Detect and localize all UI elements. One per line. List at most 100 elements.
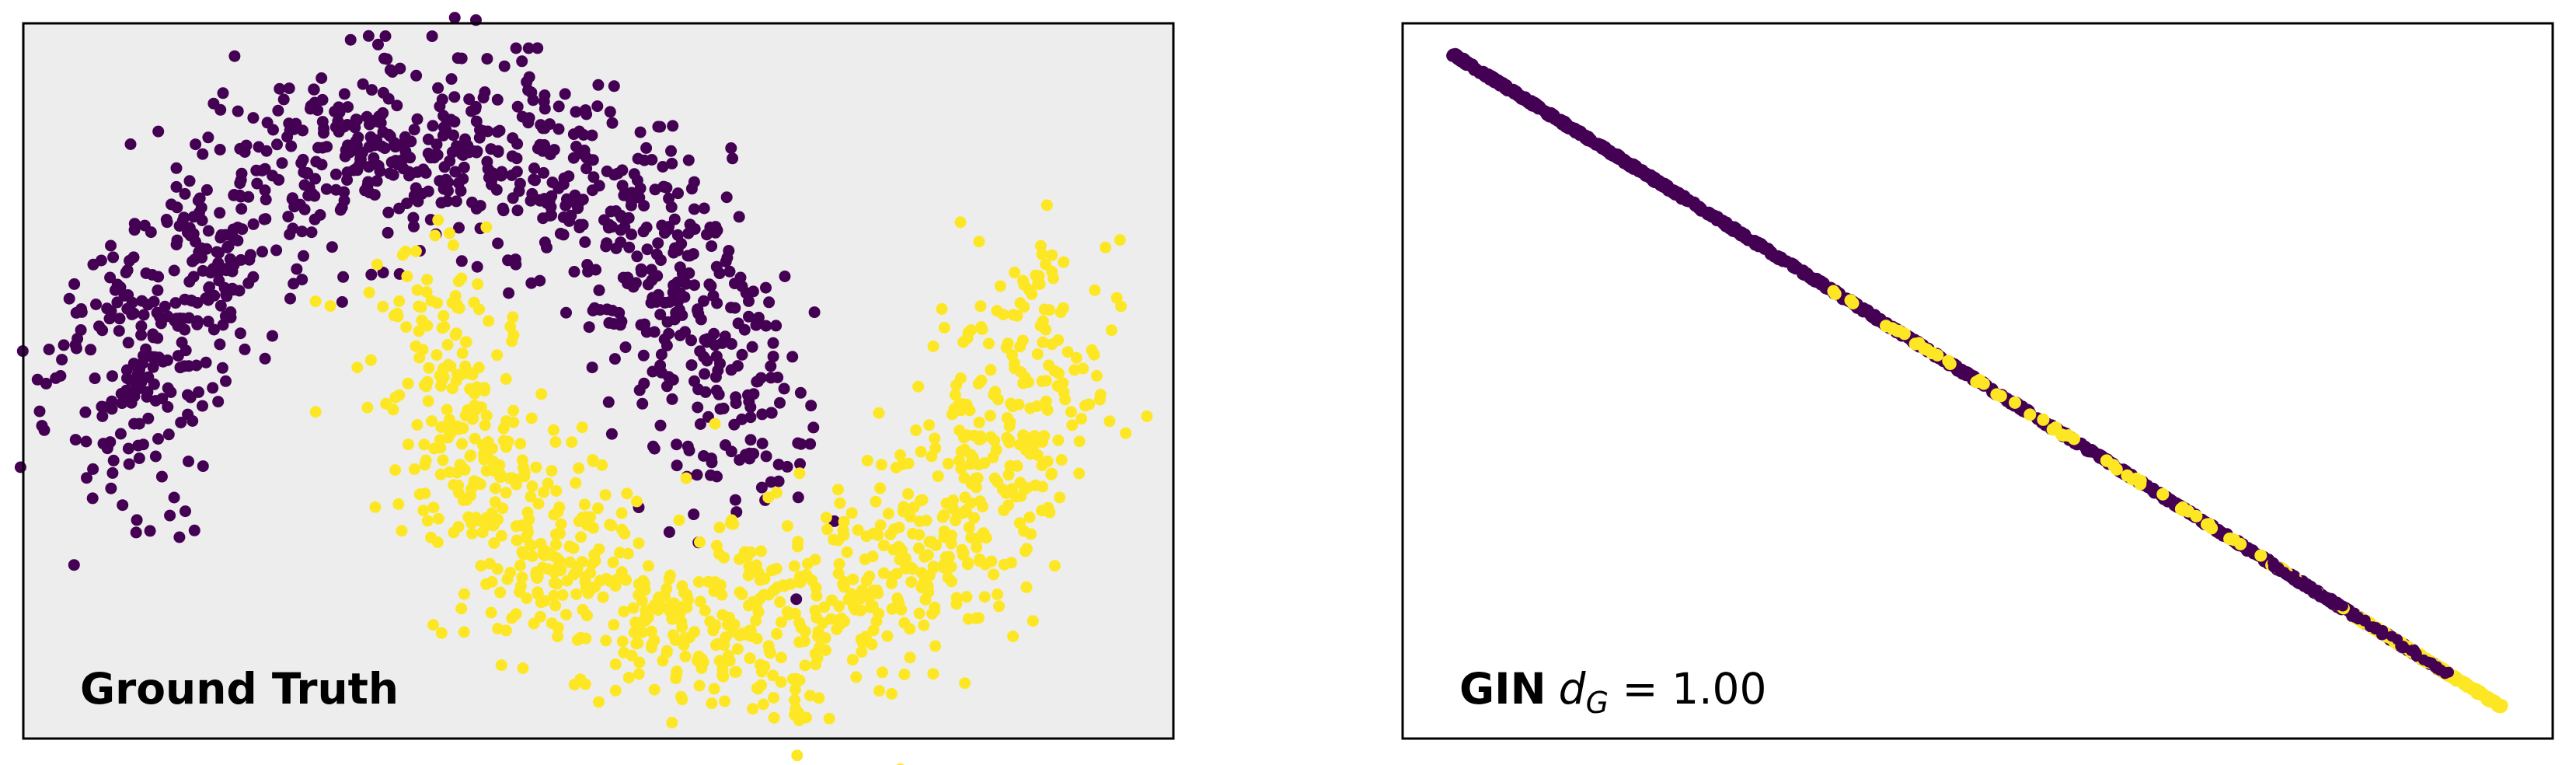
point-class-0 xyxy=(671,229,684,241)
point-class-1 xyxy=(456,347,469,359)
point-class-0 xyxy=(384,130,396,142)
point-class-0 xyxy=(372,38,384,51)
point-class-1 xyxy=(936,302,948,315)
point-class-0 xyxy=(247,112,260,124)
point-class-0 xyxy=(276,157,288,169)
point-class-0 xyxy=(80,435,92,448)
point-class-1 xyxy=(925,536,937,549)
point-class-1 xyxy=(860,575,873,587)
point-class-1 xyxy=(535,610,546,623)
point-class-1 xyxy=(1007,631,1020,643)
point-class-0 xyxy=(658,180,671,193)
point-class-1 xyxy=(1001,431,1013,444)
point-class-1 xyxy=(566,436,578,449)
point-class-0 xyxy=(221,242,233,253)
point-class-0 xyxy=(1499,82,1512,95)
point-class-1 xyxy=(949,389,961,401)
point-class-1 xyxy=(950,592,963,604)
point-class-0 xyxy=(790,593,803,606)
point-class-0 xyxy=(671,438,683,451)
point-class-0 xyxy=(216,362,228,374)
point-class-0 xyxy=(593,284,605,296)
point-class-1 xyxy=(483,557,496,570)
point-class-1 xyxy=(324,300,336,313)
point-class-0 xyxy=(260,194,272,206)
point-class-0 xyxy=(2337,600,2348,612)
point-class-0 xyxy=(188,524,200,536)
point-class-1 xyxy=(446,296,458,309)
point-class-1 xyxy=(434,442,447,454)
point-class-1 xyxy=(609,658,622,670)
point-class-1 xyxy=(462,511,475,523)
point-class-1 xyxy=(973,236,985,248)
point-class-1 xyxy=(430,349,443,362)
point-class-1 xyxy=(1973,374,1986,386)
point-class-0 xyxy=(200,183,213,196)
point-class-0 xyxy=(296,225,308,238)
point-class-0 xyxy=(1743,233,1755,246)
point-class-0 xyxy=(725,364,737,376)
point-class-1 xyxy=(992,588,1003,600)
point-class-1 xyxy=(1086,344,1098,356)
point-class-0 xyxy=(422,185,434,197)
point-class-1 xyxy=(1034,239,1047,252)
point-class-0 xyxy=(235,167,248,180)
point-class-1 xyxy=(2024,408,2037,421)
point-class-1 xyxy=(791,749,803,762)
point-class-0 xyxy=(169,297,182,309)
point-class-1 xyxy=(411,419,424,431)
point-class-0 xyxy=(377,267,389,279)
point-class-1 xyxy=(1020,581,1033,593)
point-class-0 xyxy=(560,306,572,319)
point-class-0 xyxy=(695,313,707,326)
point-class-1 xyxy=(525,491,537,503)
point-class-1 xyxy=(1005,557,1017,569)
point-class-0 xyxy=(807,421,820,434)
point-class-0 xyxy=(308,83,320,96)
point-class-0 xyxy=(539,236,551,249)
point-class-0 xyxy=(320,183,333,195)
point-class-0 xyxy=(667,120,679,132)
point-class-0 xyxy=(619,221,631,233)
point-class-1 xyxy=(838,515,850,528)
point-class-1 xyxy=(2009,396,2021,409)
point-class-1 xyxy=(910,424,922,436)
point-class-0 xyxy=(308,213,321,225)
point-class-1 xyxy=(410,340,422,352)
point-class-1 xyxy=(787,672,799,685)
point-class-1 xyxy=(968,512,981,524)
point-class-0 xyxy=(2079,440,2092,453)
point-class-1 xyxy=(452,521,465,533)
point-class-0 xyxy=(2397,642,2409,654)
point-class-1 xyxy=(813,692,825,704)
point-class-0 xyxy=(743,310,755,323)
point-class-0 xyxy=(297,124,308,137)
point-class-0 xyxy=(506,169,518,181)
point-class-1 xyxy=(401,271,413,283)
point-class-0 xyxy=(2439,668,2451,679)
point-class-1 xyxy=(778,580,790,592)
point-class-1 xyxy=(793,636,806,648)
point-class-0 xyxy=(742,389,754,401)
point-class-0 xyxy=(1527,96,1540,110)
point-class-1 xyxy=(1065,406,1077,418)
point-class-0 xyxy=(339,150,351,162)
point-class-1 xyxy=(1041,403,1054,416)
point-class-0 xyxy=(214,299,227,312)
point-class-1 xyxy=(574,631,587,644)
point-class-1 xyxy=(497,422,510,435)
point-class-1 xyxy=(1043,304,1055,316)
point-class-1 xyxy=(525,412,538,424)
point-class-1 xyxy=(927,561,939,573)
point-class-1 xyxy=(546,465,558,477)
point-class-0 xyxy=(234,177,246,190)
point-class-0 xyxy=(298,250,309,262)
point-class-1 xyxy=(2100,454,2114,467)
point-class-1 xyxy=(873,685,885,697)
point-class-1 xyxy=(716,669,729,682)
point-class-0 xyxy=(382,93,395,105)
point-class-0 xyxy=(250,164,263,176)
point-class-0 xyxy=(2309,587,2321,598)
point-class-1 xyxy=(963,521,975,533)
point-class-1 xyxy=(864,601,877,613)
